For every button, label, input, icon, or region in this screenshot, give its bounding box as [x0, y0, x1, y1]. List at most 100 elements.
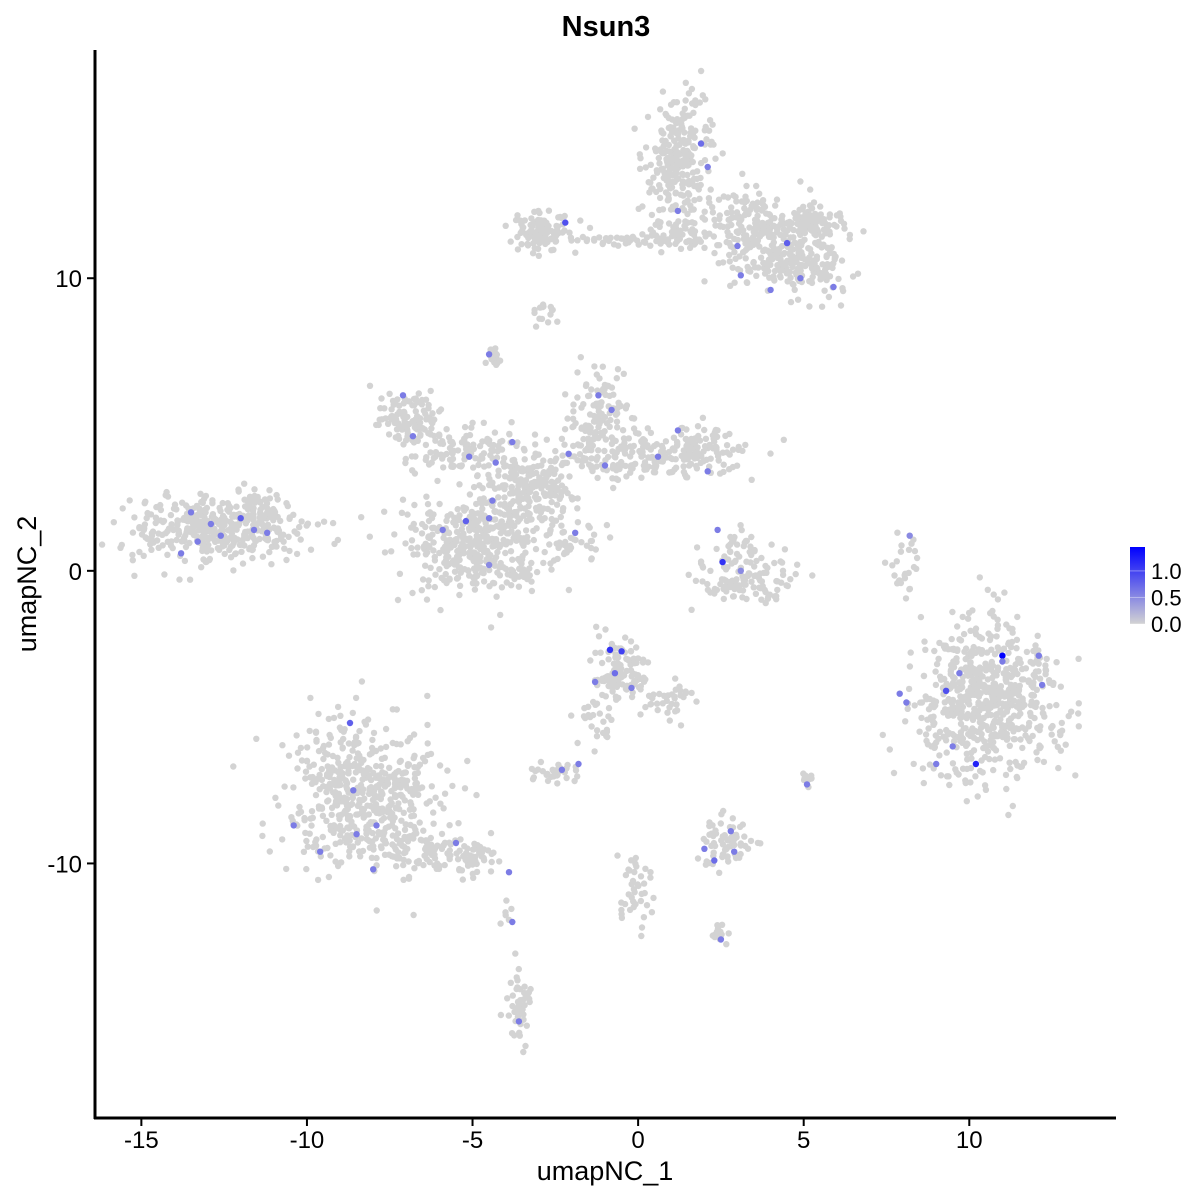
cell-point-1029	[446, 822, 453, 829]
cell-point-1696	[968, 686, 975, 693]
cell-point-1921	[658, 127, 665, 134]
cell-point-764	[288, 814, 295, 821]
cell-point-2602	[665, 220, 673, 227]
cell-point-3742	[635, 430, 642, 437]
cell-point-3595	[599, 363, 606, 370]
cell-point-2615	[660, 237, 667, 245]
cell-point-749	[294, 765, 301, 772]
cell-point-3342	[437, 451, 445, 458]
cell-point-3204	[428, 425, 435, 432]
cell-point-1185	[1032, 642, 1039, 649]
cell-point-1277	[890, 769, 898, 777]
cell-point-2544	[527, 221, 534, 229]
cell-point-966	[400, 876, 407, 883]
cell-point-358	[144, 535, 151, 542]
cell-point-4353	[631, 868, 638, 876]
cell-point-1006	[402, 849, 409, 856]
cell-point-666	[358, 678, 366, 685]
cell-point-2970	[528, 587, 536, 595]
cell-point-3066	[515, 482, 522, 490]
cell-point-794	[306, 727, 313, 735]
cell-point-2473	[518, 241, 525, 248]
cell-point-4362	[628, 881, 635, 888]
cell-point-4180	[682, 688, 689, 695]
cell-point-4330	[647, 874, 654, 881]
cell-point-1725	[991, 756, 999, 763]
cell-point-347	[193, 514, 200, 521]
cell-point-1964	[709, 121, 716, 128]
cell-point-1042	[487, 868, 495, 875]
cell-point-808	[365, 790, 373, 798]
cell-point-515	[424, 692, 431, 700]
cell-point-313	[216, 504, 223, 512]
cell-point-3295	[508, 419, 515, 426]
cell-point-408	[286, 515, 293, 522]
cell-point-1568	[1002, 701, 1009, 708]
cell-point-369	[235, 486, 242, 493]
cell-point-2837	[381, 508, 388, 515]
cell-point-4254	[718, 811, 725, 818]
cell-point-3804	[729, 446, 737, 453]
cell-point-3835	[726, 466, 733, 473]
cell-point-317	[205, 528, 213, 535]
cell-point-2161	[705, 195, 713, 202]
cell-point-241	[206, 555, 213, 563]
cell-point-713	[357, 853, 364, 860]
cell-point-884	[316, 786, 323, 793]
cell-point-786	[378, 817, 385, 824]
cell-point-2955	[541, 548, 548, 556]
cell-point-4354	[650, 894, 657, 902]
cell-point-1973	[680, 171, 687, 179]
cell-point-3249	[402, 437, 410, 444]
cell-point-997	[412, 826, 419, 834]
cell-point-4286	[719, 841, 727, 848]
cell-point-3696	[601, 447, 608, 455]
cell-point-1729	[963, 668, 970, 675]
cell-point-4397	[523, 1022, 530, 1029]
cell-point-2992	[498, 584, 506, 591]
cell-point-1064	[487, 829, 495, 837]
cell-point-4305	[528, 765, 536, 773]
cell-point-2631	[686, 244, 694, 252]
cell-point-2335	[821, 287, 828, 294]
cell-point-4239	[741, 833, 748, 840]
cell-point-3802	[695, 432, 702, 440]
cell-point-117	[307, 546, 315, 553]
cell-point-4274	[700, 835, 707, 843]
cell-point-1012	[354, 839, 361, 846]
cell-point-4150	[598, 659, 606, 667]
cell-point-3008	[548, 566, 555, 573]
cell-point-2901	[419, 576, 427, 583]
cell-point-1938	[680, 136, 687, 144]
cell-point-938	[382, 725, 390, 733]
cell-point-3998	[727, 580, 734, 587]
cell-point-3353	[458, 439, 466, 446]
cell-point-2546	[538, 219, 546, 227]
cell-point-3756	[742, 441, 749, 449]
cell-point-2577	[618, 235, 625, 242]
cell-point-2181	[771, 215, 778, 222]
cell-point-2278	[787, 234, 794, 241]
cell-point-3121	[501, 522, 509, 530]
cell-point-673	[345, 767, 352, 775]
cell-point-3612	[574, 369, 581, 376]
cell-point-2988	[455, 564, 463, 571]
cell-point-4161	[672, 675, 679, 682]
cell-point-4191	[666, 717, 673, 724]
cell-point-897	[360, 806, 368, 813]
cell-point-1444	[953, 769, 960, 776]
cell-point-407	[251, 499, 259, 506]
cell-point-2132	[724, 223, 732, 230]
cell-point-3901	[603, 521, 611, 529]
cell-point-384	[256, 519, 263, 526]
cell-point-1718	[1043, 655, 1050, 663]
cell-point-2545	[550, 246, 557, 253]
cell-point-3660	[533, 451, 540, 459]
cell-point-365	[271, 538, 278, 545]
cell-point-2367	[801, 236, 808, 243]
cell-point-3267	[480, 419, 487, 426]
cell-point-1241	[1040, 758, 1048, 766]
cell-point-1061	[438, 845, 446, 852]
cell-point-4120	[639, 659, 647, 666]
